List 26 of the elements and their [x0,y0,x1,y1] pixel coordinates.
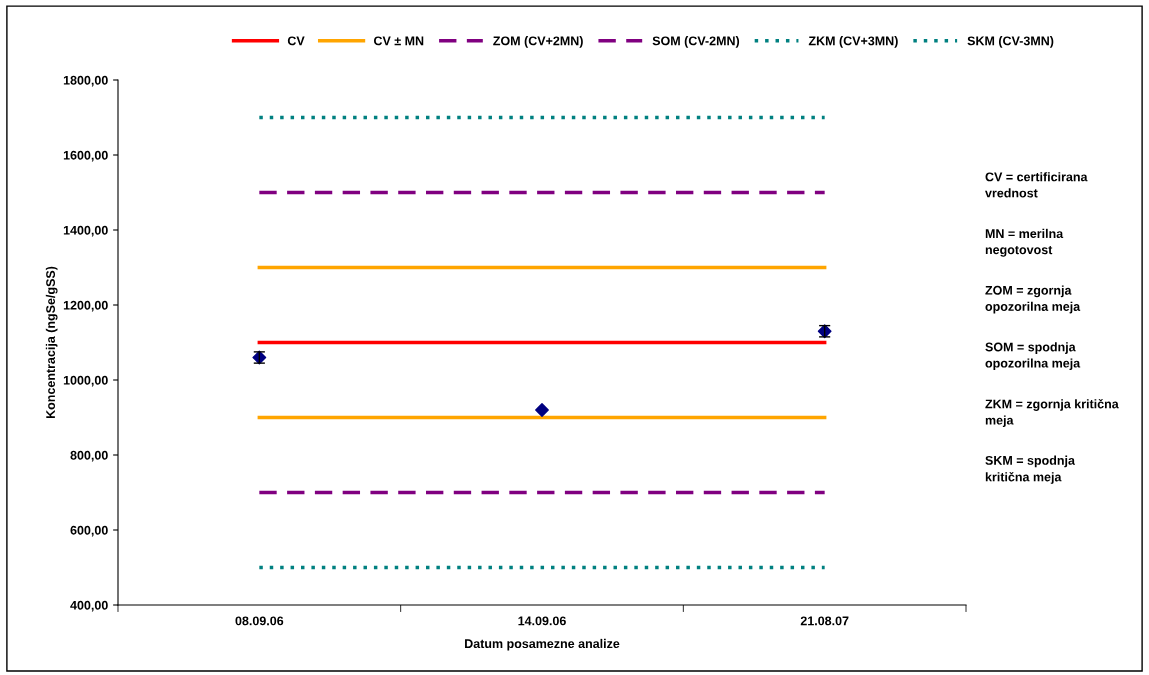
text: ZKM = zgornja kritična meja [985,398,1119,428]
legend-label: CV [287,36,305,46]
y-tick-label: 800,00 [70,450,108,462]
point [535,403,549,417]
y-tick-label: 400,00 [70,600,108,612]
x-tick-label: 14.09.06 [518,616,566,626]
y-tick-label: 1800,00 [63,75,108,87]
y-tick-label: 600,00 [70,525,108,537]
legend-label: ZKM (CV+3MN) [808,36,898,48]
legend-label: CV ± MN [373,36,424,46]
text: SOM = spodnja opozorilna meja [985,342,1081,371]
text: CV = certificirana vrednost [985,172,1088,198]
y-tick-label: 1600,00 [63,150,108,162]
x-axis-title: Datum posamezne analize [465,638,620,651]
y-tick-label: 1000,00 [63,375,108,387]
legend-label: SKM (CV-3MN) [967,36,1054,48]
legend-label: ZOM (CV+2MN) [493,36,583,48]
y-tick-label: 1400,00 [63,225,108,237]
y-tick-label: 1200,00 [63,300,108,312]
x-tick-label: 21.08.07 [800,616,849,626]
legend-label: SOM (CV-2MN) [652,36,740,48]
y-axis-title: Koncentracija (ngSe/gSS) [45,266,58,419]
text: SKM = spodnja kritična meja [985,455,1076,484]
x-tick-label: 08.09.06 [235,616,284,626]
text: MN = merilna negotovost [985,228,1064,257]
text: ZOM = zgornja opozorilna meja [985,285,1081,314]
